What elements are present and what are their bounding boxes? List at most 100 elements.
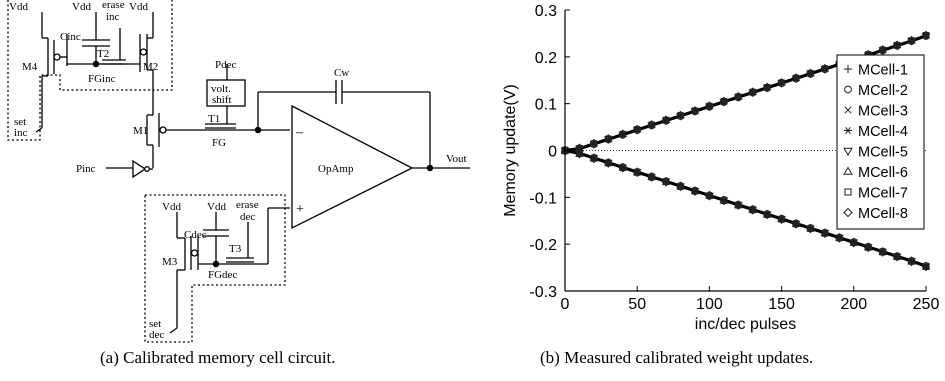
opamp-minus-label: – (295, 125, 304, 140)
vout-label: Vout (446, 153, 467, 165)
fginc-label: FGinc (88, 73, 116, 85)
chart-legend: MCell-1 MCell-2 MCell-3 MCell-4 MCell-5 MCell… (836, 54, 925, 230)
data-point-mcell-8-inc (690, 106, 700, 115)
data-point-mcell-8-dec (690, 187, 700, 196)
data-point-mcell-8-inc (791, 73, 801, 82)
chart-axes: 0 50 100 150 200 250 0.3 0.2 0.1 0 -0.1 -0.2 -0.3 (529, 3, 939, 313)
data-point-mcell-8-dec (893, 253, 902, 262)
data-point-mcell-8-inc (921, 30, 931, 39)
t2-label: T2 (97, 48, 109, 60)
data-point-mcell-8-dec (820, 229, 830, 239)
data-point-mcell-8-dec (791, 220, 801, 229)
data-point-mcell-8-inc (604, 134, 613, 143)
opamp-label: OpAmp (318, 163, 354, 175)
data-point-mcell-8-dec (633, 168, 642, 178)
data-point-mcell-8-inc (589, 138, 598, 148)
x-tick-label: 0 (561, 296, 570, 313)
chart-panel: 0 50 100 150 200 250 0.3 0.2 0.1 0 -0.1 -0.2 -0.3 MC… (480, 0, 945, 381)
data-point-mcell-8-dec (907, 257, 916, 267)
data-point-mcell-8-inc (806, 68, 815, 77)
opamp-plus-label: + (296, 202, 304, 217)
erase-dec-label-line2: dec (240, 211, 255, 223)
cdec-label: Cdec (184, 229, 207, 241)
data-point-mcell-8-inc (734, 92, 743, 101)
volt-shift-label-line1: volt. (211, 83, 231, 95)
m3-label: M3 (162, 256, 178, 268)
data-point-mcell-8-dec (575, 150, 584, 159)
data-point-mcell-8-inc (633, 124, 642, 134)
data-point-mcell-8-dec (705, 192, 714, 201)
m1-label: M1 (133, 125, 148, 137)
data-point-mcell-8-inc (705, 101, 714, 110)
data-point-mcell-8-dec (604, 159, 613, 168)
set-inc-label-line1: set (14, 116, 26, 128)
m4-label: M4 (22, 61, 38, 73)
opamp-symbol (291, 104, 414, 230)
data-point-mcell-8-dec (589, 154, 598, 164)
data-point-mcell-8-dec (661, 178, 671, 187)
set-dec-label-line2: dec (149, 329, 164, 341)
data-point-mcell-8-dec (647, 173, 656, 182)
x-axis-label: inc/dec pulses (695, 316, 796, 333)
caption-chart: (b) Measured calibrated weight updates. (540, 348, 814, 367)
data-point-mcell-8-inc (893, 40, 902, 49)
data-point-mcell-8-dec (806, 225, 815, 234)
caption-circuit: (a) Calibrated memory cell circuit. (100, 348, 336, 367)
x-tick-label: 150 (768, 296, 795, 313)
dec-block-boundary (144, 194, 286, 343)
mcell-6-legend-marker (843, 166, 853, 175)
data-point-mcell-8-inc (763, 82, 772, 91)
data-point-mcell-8-dec (734, 201, 743, 210)
m3-vdd-label: Vdd (162, 201, 181, 213)
mcell-4-legend-marker (844, 127, 852, 134)
erase-dec-label-line1: erase (236, 199, 259, 211)
mcell-3-legend-marker (844, 106, 852, 114)
mcell-8-legend-marker (843, 207, 853, 218)
circuit-panel: Vdd Vdd erase inc Vdd Cinc T2 M4 M2 FGin… (7, 0, 470, 343)
data-point-mcell-8-dec (864, 243, 873, 253)
data-point-mcell-8-inc (777, 77, 786, 87)
y-axis-label: Memory update(V) (502, 84, 519, 217)
data-point-mcell-8-dec (719, 197, 728, 206)
data-point-mcell-8-inc (820, 63, 830, 73)
legend-label-mcell-5: MCell-5 (858, 145, 908, 161)
cinc-label: Cinc (60, 31, 81, 43)
data-point-mcell-8-dec (763, 211, 772, 220)
cinc-vdd-label: Vdd (72, 1, 91, 13)
erase-inc-label-line1: erase (102, 0, 125, 11)
data-point-mcell-8-inc (878, 45, 887, 54)
fgdec-label: FGdec (208, 269, 237, 281)
y-tick-label: 0 (548, 144, 557, 161)
data-point-mcell-8-dec (835, 234, 844, 243)
mcell-7-legend-marker (844, 188, 852, 196)
data-point-mcell-8-dec (676, 182, 685, 192)
data-point-mcell-8-inc (719, 96, 728, 105)
y-tick-label: 0.3 (535, 3, 557, 20)
data-point-mcell-8-inc (748, 87, 757, 96)
erase-inc-label-line2: inc (106, 11, 120, 23)
y-tick-label: -0.1 (529, 190, 557, 207)
set-inc-label-line2: inc (14, 127, 28, 139)
data-point-mcell-8-inc (661, 115, 671, 124)
mcell-1-legend-marker (844, 65, 852, 73)
data-point-mcell-8-dec (748, 206, 757, 215)
legend-label-mcell-8: MCell-8 (858, 206, 908, 222)
data-point-mcell-8-dec (878, 248, 887, 257)
mcell-2-legend-marker (844, 85, 852, 94)
data-point-mcell-8-dec (849, 239, 858, 248)
volt-shift-label-line2: shift (212, 94, 232, 106)
cw-label: Cw (334, 67, 349, 79)
x-tick-label: 50 (628, 296, 646, 313)
y-tick-label: 0.2 (535, 50, 557, 67)
x-tick-label: 200 (840, 296, 867, 313)
legend-label-mcell-4: MCell-4 (858, 124, 908, 140)
y-tick-label: -0.2 (529, 237, 557, 254)
data-point-mcell-8-dec (777, 215, 786, 224)
t1-label: T1 (208, 113, 220, 125)
legend-box (836, 54, 925, 230)
pdec-label: Pdec (215, 59, 237, 71)
legend-label-mcell-3: MCell-3 (858, 104, 908, 120)
mcell-5-legend-marker (843, 147, 853, 156)
fg-label: FG (212, 137, 226, 149)
data-point-mcell-8-inc (676, 110, 685, 119)
